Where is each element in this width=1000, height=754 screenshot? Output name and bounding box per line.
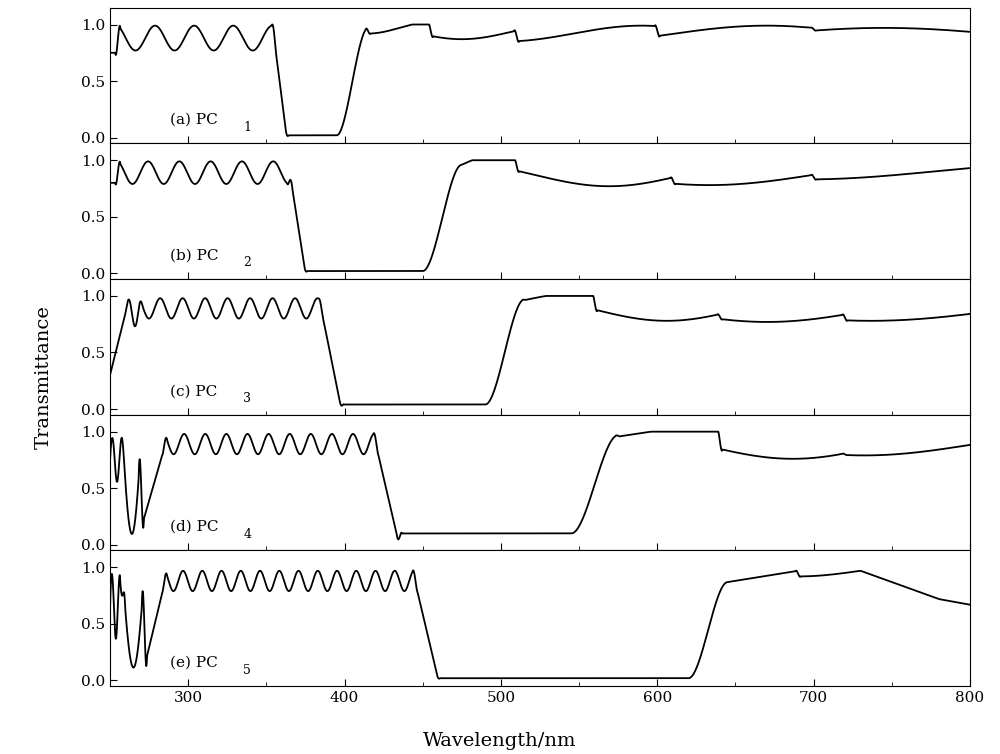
Text: 4: 4 bbox=[243, 528, 251, 541]
Text: (c) PC: (c) PC bbox=[170, 385, 217, 398]
Text: 5: 5 bbox=[243, 664, 251, 676]
Text: 1: 1 bbox=[243, 121, 251, 133]
Text: Transmittance: Transmittance bbox=[35, 305, 53, 449]
Text: 3: 3 bbox=[243, 392, 251, 405]
Text: Wavelength/nm: Wavelength/nm bbox=[423, 732, 577, 750]
Text: (a) PC: (a) PC bbox=[170, 113, 218, 127]
Text: (e) PC: (e) PC bbox=[170, 656, 218, 670]
Text: (d) PC: (d) PC bbox=[170, 520, 219, 534]
Text: (b) PC: (b) PC bbox=[170, 249, 219, 262]
Text: 2: 2 bbox=[243, 256, 251, 269]
